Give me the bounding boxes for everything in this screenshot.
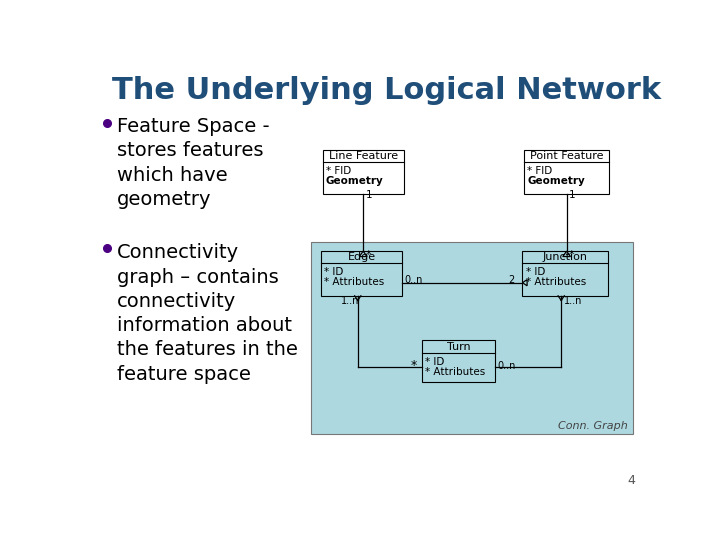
Text: 1..n: 1..n xyxy=(564,295,582,306)
Bar xyxy=(311,242,632,434)
Text: * ID: * ID xyxy=(526,267,545,278)
Text: 0..n: 0..n xyxy=(497,361,516,371)
Text: * Attributes: * Attributes xyxy=(425,367,485,376)
Bar xyxy=(323,150,404,194)
Text: * Attributes: * Attributes xyxy=(324,278,384,287)
Text: *: * xyxy=(569,250,575,260)
Text: 1: 1 xyxy=(569,190,575,200)
Bar xyxy=(524,150,609,194)
Text: 2: 2 xyxy=(508,275,515,286)
Text: * FID: * FID xyxy=(527,166,552,176)
Text: * FID: * FID xyxy=(325,166,351,176)
Text: Geometry: Geometry xyxy=(325,176,383,186)
Text: Edge: Edge xyxy=(348,252,376,262)
Text: *: * xyxy=(366,250,371,260)
Text: * ID: * ID xyxy=(324,267,343,278)
Text: 1..n: 1..n xyxy=(341,295,359,306)
Text: * ID: * ID xyxy=(425,356,444,367)
Text: *: * xyxy=(411,359,417,372)
Text: Turn: Turn xyxy=(446,342,470,352)
Bar xyxy=(422,340,495,382)
Text: The Underlying Logical Network: The Underlying Logical Network xyxy=(112,76,661,105)
Text: * Attributes: * Attributes xyxy=(526,278,586,287)
Text: Feature Space -
stores features
which have
geometry: Feature Space - stores features which ha… xyxy=(117,117,270,209)
Text: Point Feature: Point Feature xyxy=(530,151,603,161)
Text: Geometry: Geometry xyxy=(527,176,585,186)
Text: Conn. Graph: Conn. Graph xyxy=(558,421,628,431)
Text: 1: 1 xyxy=(366,190,372,200)
Text: Connectivity
graph – contains
connectivity
information about
the features in the: Connectivity graph – contains connectivi… xyxy=(117,244,298,384)
Text: Junction: Junction xyxy=(543,252,588,262)
Text: Line Feature: Line Feature xyxy=(328,151,397,161)
Bar xyxy=(523,251,608,296)
Text: 4: 4 xyxy=(627,475,635,488)
Text: 0..n: 0..n xyxy=(405,275,423,286)
Bar xyxy=(321,251,402,296)
